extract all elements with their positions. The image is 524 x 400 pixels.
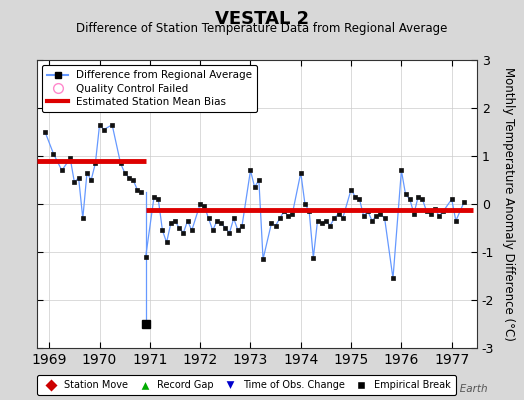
Y-axis label: Monthly Temperature Anomaly Difference (°C): Monthly Temperature Anomaly Difference (… xyxy=(503,67,516,341)
Text: Difference of Station Temperature Data from Regional Average: Difference of Station Temperature Data f… xyxy=(77,22,447,35)
Text: VESTAL 2: VESTAL 2 xyxy=(215,10,309,28)
Legend: Difference from Regional Average, Quality Control Failed, Estimated Station Mean: Difference from Regional Average, Qualit… xyxy=(42,65,257,112)
Text: Berkeley Earth: Berkeley Earth xyxy=(411,384,487,394)
Legend: Station Move, Record Gap, Time of Obs. Change, Empirical Break: Station Move, Record Gap, Time of Obs. C… xyxy=(37,376,456,395)
